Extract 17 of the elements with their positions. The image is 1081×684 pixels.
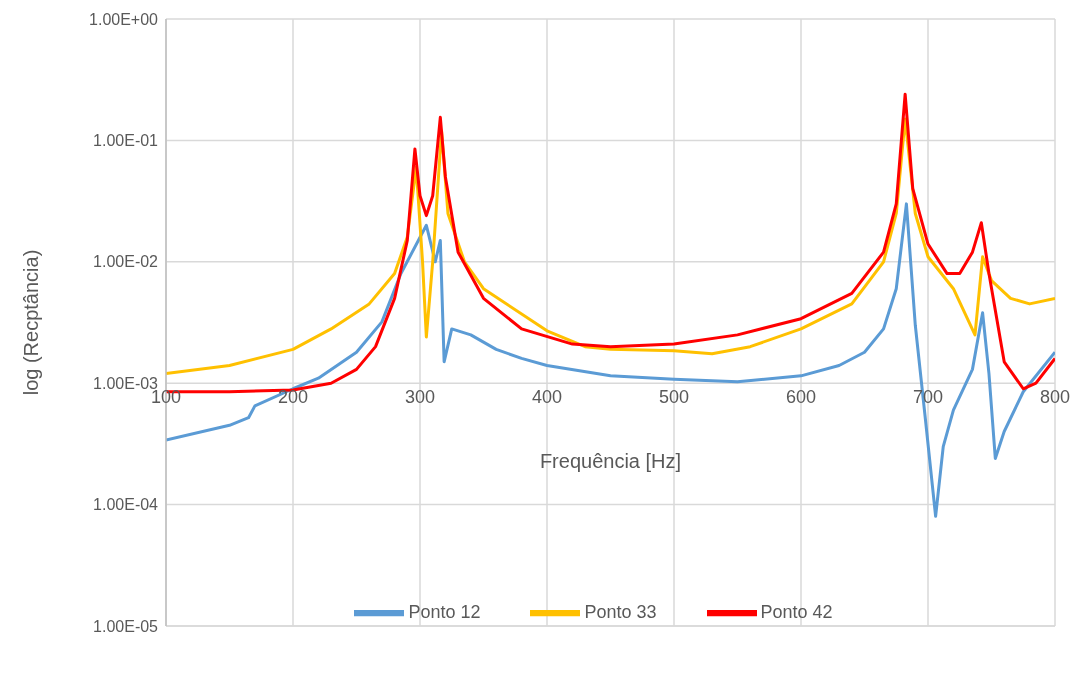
x-tick-label: 300 — [404, 387, 436, 408]
x-axis-title: Frequência [Hz] — [539, 450, 682, 472]
y-tick-label: 1.00E-02 — [93, 253, 159, 271]
legend-label: Ponto 42 — [760, 601, 833, 622]
y-tick-label: 1.00E-01 — [93, 132, 159, 150]
y-tick-label: 1.00E-04 — [93, 496, 159, 514]
x-tick-label: 200 — [277, 387, 309, 408]
y-tick-label: 1.00E-05 — [93, 617, 159, 635]
x-tick-label: 800 — [1039, 387, 1071, 408]
legend-label: Ponto 12 — [408, 601, 481, 622]
y-tick-label: 1.00E-03 — [93, 374, 159, 392]
y-tick-label: 1.00E+00 — [89, 10, 159, 28]
y-axis-title: log (Recptância) — [20, 249, 42, 396]
x-tick-label: 500 — [658, 387, 690, 408]
x-tick-label: 400 — [531, 387, 563, 408]
x-tick-label: 600 — [785, 387, 817, 408]
legend-label: Ponto 33 — [584, 601, 657, 622]
